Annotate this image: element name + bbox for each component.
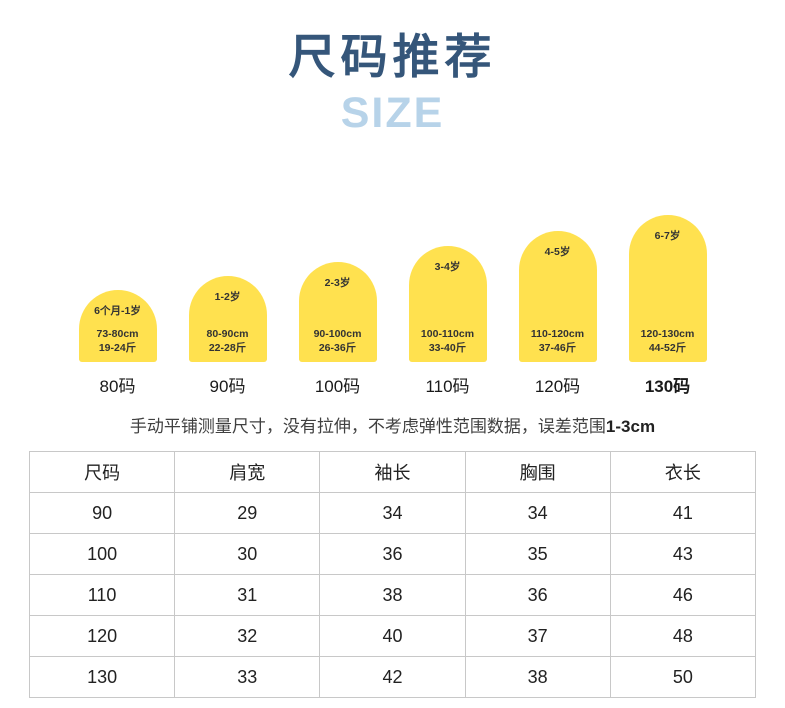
- size-code-label: 110码: [425, 377, 470, 396]
- column-header-length: 衣长: [609, 451, 757, 493]
- column-header-shoulder: 肩宽: [174, 451, 321, 493]
- table-cell: 33: [174, 656, 321, 698]
- table-row: 100 30 36 35 43: [28, 533, 757, 575]
- table-row: 90 29 34 34 41: [28, 492, 757, 534]
- size-column-90: 1-2岁 80-90cm 22-28斤: [188, 276, 267, 362]
- size-code-row: 80码 90码 100码 110码 120码 130码: [0, 372, 785, 397]
- size-arch: 2-3岁 90-100cm 26-36斤: [298, 262, 377, 362]
- height-range-label: 80-90cm: [206, 328, 249, 340]
- weight-range-label: 44-52斤: [648, 342, 687, 354]
- table-cell: 40: [319, 615, 466, 657]
- size-code-label: 80码: [99, 377, 136, 396]
- height-range-label: 90-100cm: [313, 328, 362, 340]
- weight-range-label: 22-28斤: [208, 342, 247, 354]
- size-code-label: 100码: [314, 377, 361, 396]
- column-header-size: 尺码: [28, 451, 176, 493]
- weight-range-label: 19-24斤: [98, 342, 137, 354]
- size-column-130: 6-7岁 120-130cm 44-52斤: [628, 215, 707, 362]
- table-cell: 100: [28, 533, 176, 575]
- age-range-label: 1-2岁: [214, 291, 241, 303]
- weight-range-label: 33-40斤: [428, 342, 467, 354]
- table-cell: 38: [464, 656, 611, 698]
- table-cell: 38: [319, 574, 466, 616]
- height-range-label: 110-120cm: [530, 328, 585, 340]
- table-cell: 50: [609, 656, 757, 698]
- table-cell: 42: [319, 656, 466, 698]
- size-arch: 4-5岁 110-120cm 37-46斤: [518, 231, 597, 362]
- table-cell: 120: [28, 615, 176, 657]
- table-row: 120 32 40 37 48: [28, 615, 757, 657]
- column-header-sleeve: 袖长: [319, 451, 466, 493]
- size-code-label: 120码: [534, 377, 581, 396]
- age-range-label: 6个月-1岁: [94, 305, 141, 317]
- size-column-100: 2-3岁 90-100cm 26-36斤: [298, 262, 377, 362]
- page-subtitle: SIZE: [340, 89, 445, 137]
- table-row: 130 33 42 38 50: [28, 656, 757, 698]
- height-range-label: 120-130cm: [640, 328, 695, 340]
- table-cell: 41: [609, 492, 757, 534]
- table-cell: 29: [174, 492, 321, 534]
- size-column-120: 4-5岁 110-120cm 37-46斤: [518, 231, 597, 362]
- table-cell: 46: [609, 574, 757, 616]
- height-range-label: 73-80cm: [96, 328, 139, 340]
- measurement-table: 尺码 肩宽 袖长 胸围 衣长 90 29 34 34 41 100 30 36 …: [28, 451, 757, 698]
- size-arch: 6个月-1岁 73-80cm 19-24斤: [78, 290, 157, 362]
- measurement-note-highlight: 1-3cm: [605, 417, 656, 436]
- height-range-label: 100-110cm: [420, 328, 475, 340]
- table-header-row: 尺码 肩宽 袖长 胸围 衣长: [28, 451, 757, 493]
- table-cell: 34: [464, 492, 611, 534]
- size-column-80: 6个月-1岁 73-80cm 19-24斤: [78, 290, 157, 362]
- measurement-note-text: 手动平铺测量尺寸，没有拉伸，不考虑弹性范围数据，误差范围: [129, 417, 606, 436]
- table-cell: 32: [174, 615, 321, 657]
- weight-range-label: 37-46斤: [538, 342, 577, 354]
- table-cell: 30: [174, 533, 321, 575]
- table-row: 110 31 38 36 46: [28, 574, 757, 616]
- table-cell: 90: [28, 492, 176, 534]
- age-range-label: 3-4岁: [434, 261, 461, 273]
- table-cell: 31: [174, 574, 321, 616]
- size-arch: 1-2岁 80-90cm 22-28斤: [188, 276, 267, 362]
- column-header-chest: 胸围: [464, 451, 611, 493]
- table-cell: 36: [464, 574, 611, 616]
- size-column-110: 3-4岁 100-110cm 33-40斤: [408, 246, 487, 362]
- table-cell: 34: [319, 492, 466, 534]
- table-cell: 130: [28, 656, 176, 698]
- page-title: 尺码推荐: [288, 30, 497, 83]
- age-range-label: 6-7岁: [654, 230, 681, 242]
- size-arch: 6-7岁 120-130cm 44-52斤: [628, 215, 707, 362]
- table-cell: 48: [609, 615, 757, 657]
- age-range-label: 4-5岁: [544, 246, 571, 258]
- table-cell: 36: [319, 533, 466, 575]
- size-arch-row: 6个月-1岁 73-80cm 19-24斤 1-2岁 80-90cm 22-28…: [0, 214, 785, 362]
- weight-range-label: 26-36斤: [318, 342, 357, 354]
- table-cell: 35: [464, 533, 611, 575]
- size-code-label: 130码: [644, 377, 691, 396]
- table-cell: 110: [28, 574, 176, 616]
- size-arch: 3-4岁 100-110cm 33-40斤: [408, 246, 487, 362]
- size-code-label: 90码: [209, 377, 246, 396]
- age-range-label: 2-3岁: [324, 277, 351, 289]
- table-cell: 37: [464, 615, 611, 657]
- table-cell: 43: [609, 533, 757, 575]
- measurement-note: 手动平铺测量尺寸，没有拉伸，不考虑弹性范围数据，误差范围1-3cm: [0, 412, 785, 437]
